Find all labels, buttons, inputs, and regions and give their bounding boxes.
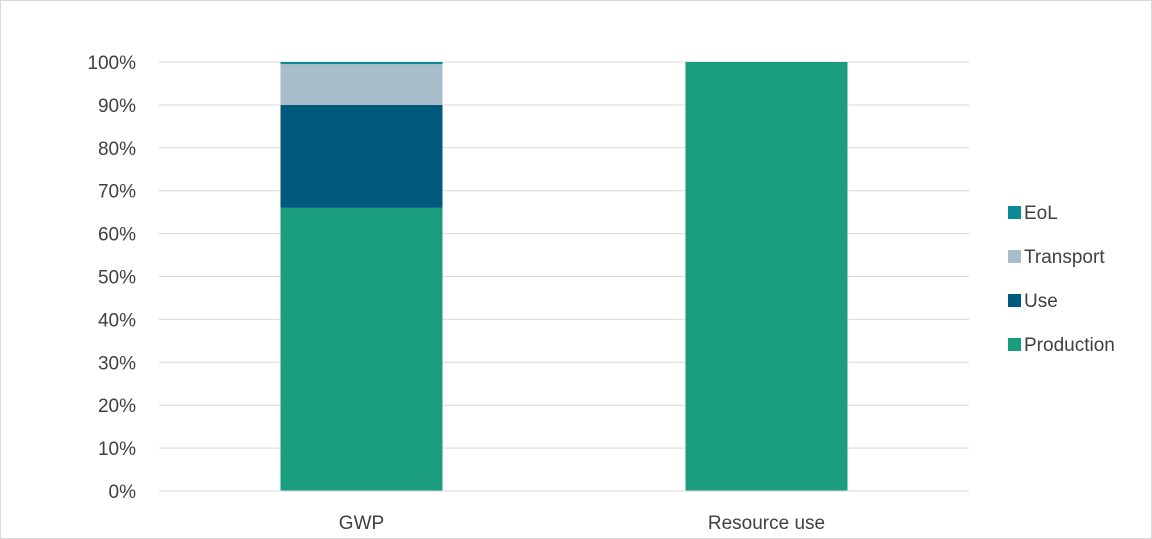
legend-swatch-eol [1008,206,1021,219]
legend-swatch-use [1008,294,1021,307]
bar-gwp-eol [280,62,443,65]
y-tick-label-50: 50% [98,268,136,289]
legend: EoL Transport Use Production [1008,203,1115,356]
legend-label-production: Production [1024,335,1115,356]
legend-label-use: Use [1024,291,1058,312]
y-tick-label-60: 60% [98,225,136,246]
y-tick-label-10: 10% [98,439,136,460]
legend-label-transport: Transport [1024,247,1105,268]
y-tick-label-100: 100% [87,53,136,74]
y-tick-label-0: 0% [109,482,137,503]
x-axis-categories: GWP Resource use [339,513,825,534]
y-tick-label-80: 80% [98,139,136,160]
y-tick-label-20: 20% [98,396,136,417]
bars [280,62,848,492]
y-tick-label-40: 40% [98,310,136,331]
y-tick-label-90: 90% [98,96,136,117]
legend-swatch-transport [1008,250,1021,263]
y-tick-label-30: 30% [98,353,136,374]
x-category-label-gwp: GWP [339,513,384,534]
bar-gwp-production [280,207,443,492]
y-tick-label-70: 70% [98,182,136,203]
bar-gwp-use [280,104,443,208]
legend-swatch-production [1008,338,1021,351]
bar-gwp-transport [280,64,443,105]
legend-label-eol: EoL [1024,203,1058,224]
y-axis-ticks: 0% 10% 20% 30% 40% 50% 60% 70% 80% 90% 100% [87,53,136,503]
x-category-label-resource-use: Resource use [708,513,825,534]
bar-resource-use-production [685,62,848,491]
